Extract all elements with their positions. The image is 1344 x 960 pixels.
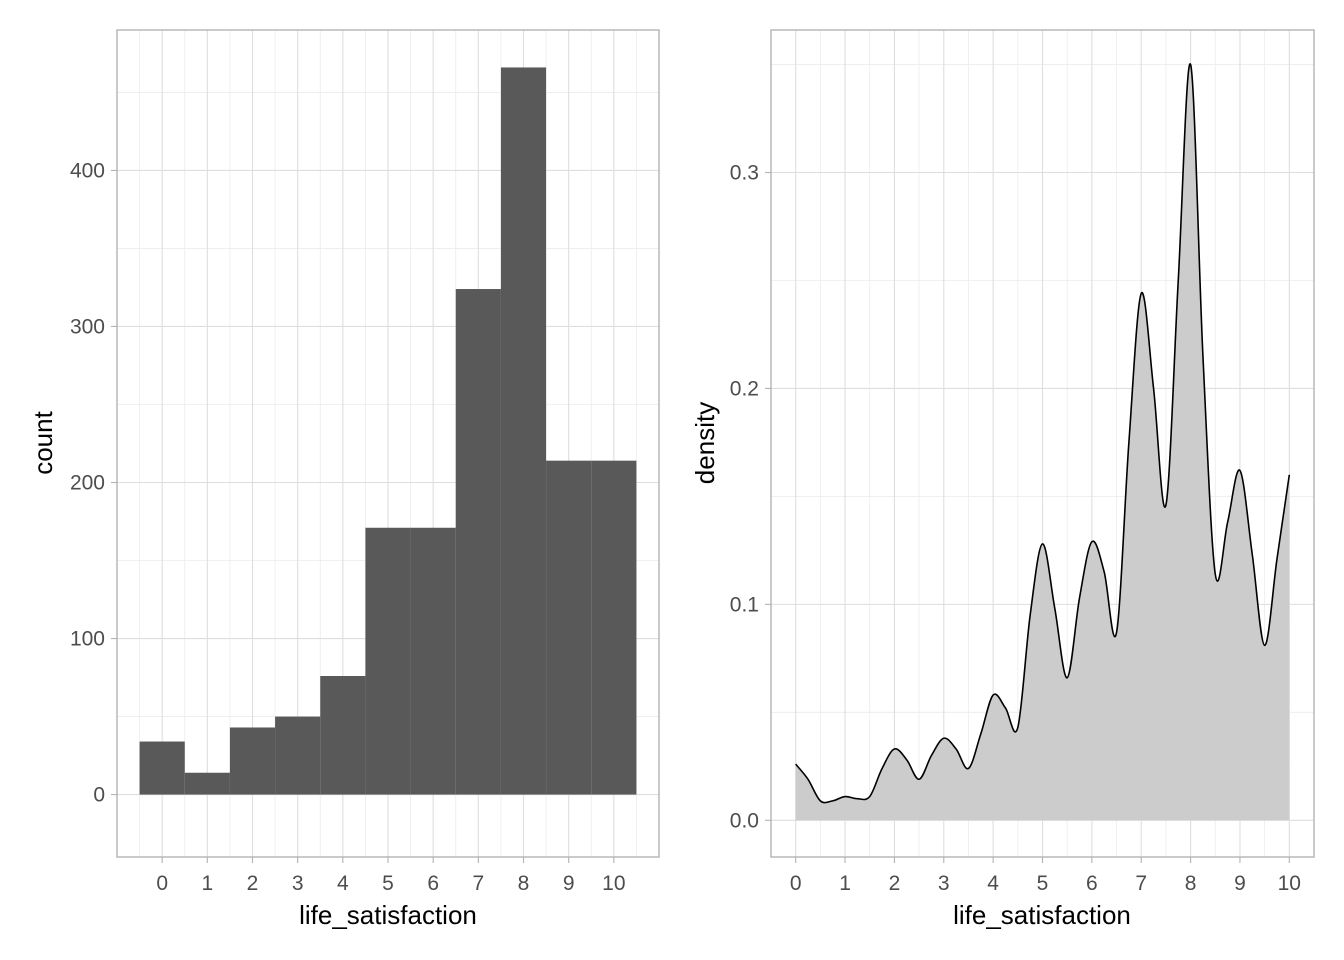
histogram-bar: [410, 527, 456, 795]
density-x-tick-label: 0: [790, 872, 802, 895]
histogram-bar: [365, 527, 411, 795]
histogram-bar: [184, 772, 230, 795]
density-y-tick-label: 0.1: [730, 593, 759, 616]
density-x-tick-label: 8: [1185, 872, 1197, 895]
density-line: [795, 63, 1291, 804]
density-x-ticks: 0 1 2 3 4 5 6 7 8 9 10: [790, 857, 1301, 895]
density-y-tick-label: 0.3: [730, 162, 759, 185]
histogram-y-tick-label: 100: [70, 628, 105, 651]
density-x-tick-label: 1: [839, 872, 851, 895]
histogram-y-axis-title: count: [28, 410, 58, 474]
histogram-x-tick-label: 9: [563, 872, 575, 895]
density-x-tick-label: 6: [1086, 872, 1098, 895]
histogram-bar: [320, 675, 366, 795]
density-x-tick-label: 3: [938, 872, 950, 895]
density-y-tick-label: 0.0: [730, 809, 759, 832]
density-area: [795, 63, 1290, 821]
histogram-x-tick-label: 5: [382, 872, 394, 895]
histogram-x-tick-label: 0: [156, 872, 168, 895]
density-panel: 0 1 2 3 4 5 6 7 8 9 10 0.0 0.1 0.2 0.3 life_satisfact…: [690, 29, 1315, 930]
histogram-y-tick-label: 400: [70, 159, 105, 182]
histogram-x-tick-label: 2: [247, 872, 259, 895]
histogram-x-tick-label: 6: [427, 872, 439, 895]
histogram-panel: 0 1 2 3 4 5 6 7 8 9 10 0 100 200 300 400 life_satisfac…: [28, 29, 660, 930]
histogram-bar: [275, 716, 321, 795]
density-x-tick-label: 4: [987, 872, 999, 895]
histogram-bar: [591, 460, 637, 795]
histogram-y-tick-label: 300: [70, 315, 105, 338]
histogram-y-tick-label: 200: [70, 472, 105, 495]
density-x-tick-label: 10: [1278, 872, 1301, 895]
histogram-x-tick-label: 8: [518, 872, 530, 895]
histogram-x-ticks: 0 1 2 3 4 5 6 7 8 9 10: [156, 857, 626, 895]
histogram-bar: [500, 67, 547, 795]
histogram-y-tick-label: 0: [93, 784, 105, 807]
density-x-tick-label: 7: [1135, 872, 1147, 895]
histogram-y-ticks: 0 100 200 300 400: [70, 159, 117, 807]
histogram-bar: [546, 460, 592, 795]
density-y-ticks: 0.0 0.1 0.2 0.3: [730, 162, 771, 832]
density-y-tick-label: 0.2: [730, 377, 759, 400]
density-x-tick-label: 5: [1037, 872, 1049, 895]
histogram-bars: [139, 67, 637, 795]
histogram-x-tick-label: 7: [472, 872, 484, 895]
histogram-bar: [455, 289, 501, 795]
histogram-x-tick-label: 10: [602, 872, 625, 895]
histogram-x-axis-title: life_satisfaction: [299, 900, 477, 930]
density-y-axis-title: density: [690, 402, 720, 484]
histogram-x-tick-label: 4: [337, 872, 349, 895]
histogram-bar: [229, 727, 276, 795]
density-x-axis-title: life_satisfaction: [953, 900, 1131, 930]
histogram-bar: [139, 741, 185, 795]
density-x-tick-label: 9: [1234, 872, 1246, 895]
histogram-x-tick-label: 3: [292, 872, 304, 895]
histogram-x-tick-label: 1: [201, 872, 213, 895]
density-x-tick-label: 2: [889, 872, 901, 895]
